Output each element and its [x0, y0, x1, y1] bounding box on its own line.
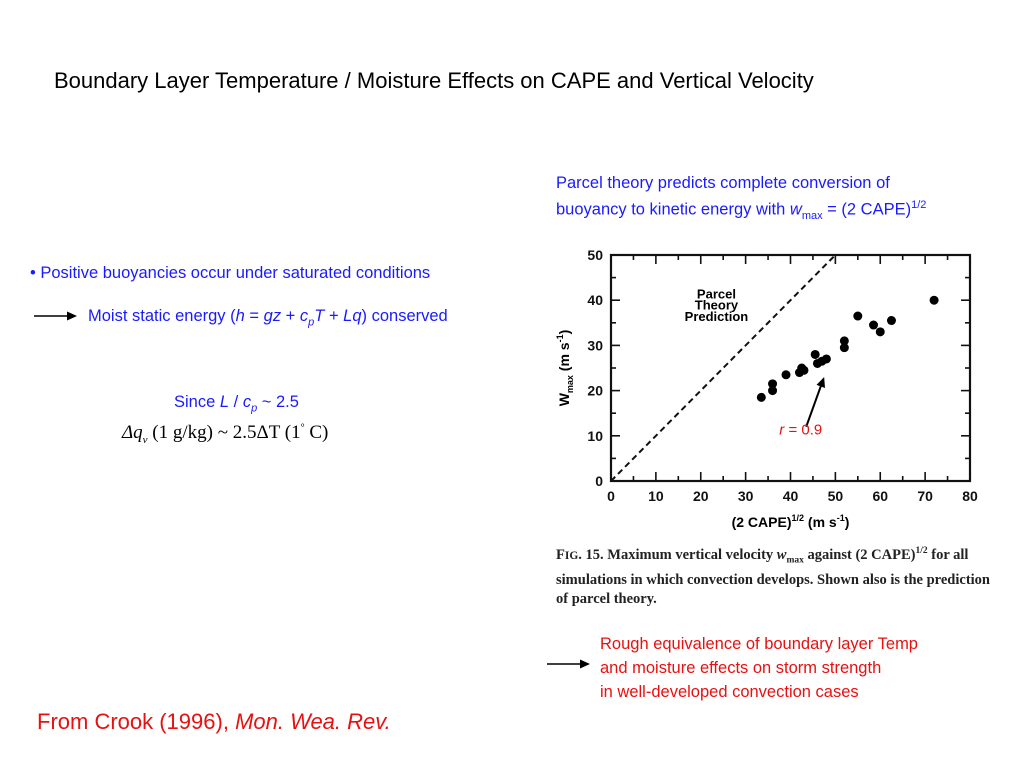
r-arrow-line [805, 380, 824, 428]
arrow-icon [34, 311, 77, 321]
bullet-positive-buoyancy: • Positive buoyancies occur under satura… [30, 264, 431, 282]
equivalence-formula: Δqv (1 g/kg) ~ 2.5ΔT (1° C) [122, 422, 328, 446]
plot-border [609, 253, 972, 483]
x-tick-label: 60 [872, 488, 888, 504]
y-tick-label: 0 [595, 473, 603, 489]
parcel-equation: = (2 CAPE) [822, 200, 912, 219]
y-tick-label: 20 [587, 383, 603, 399]
y-tick-label: 10 [587, 428, 603, 444]
y-tick-label: 30 [587, 337, 603, 353]
caption-w: w [776, 546, 787, 563]
data-point [756, 392, 766, 402]
w-symbol: w [789, 200, 802, 219]
rough-equivalence-note: Rough equivalence of boundary layer Temp… [600, 632, 918, 704]
mse-suffix: ) conserved [361, 307, 448, 325]
since-prefix: Since [174, 393, 220, 411]
formula-q-sub: v [142, 433, 148, 446]
mse-gz: gz [263, 307, 282, 325]
arrow-icon [547, 659, 590, 669]
since-c: c [242, 393, 252, 411]
x-tick-label: 40 [783, 488, 799, 504]
data-point [875, 327, 885, 337]
parcel-note-line1: Parcel theory predicts complete conversi… [556, 174, 890, 192]
since-slash: / [229, 393, 243, 411]
data-point [768, 386, 778, 396]
chart-ticks: 0 10 20 30 40 50 60 70 80 0 10 20 30 40 50 [587, 247, 978, 504]
y-axis-label: Wmax (m s-1) [555, 330, 575, 407]
parcel-note-line2: buoyancy to kinetic energy with wmax = (… [556, 194, 926, 227]
x-tick-label: 10 [648, 488, 664, 504]
formula-part2: C) [304, 422, 329, 443]
data-point [886, 316, 896, 326]
data-point [768, 379, 778, 389]
source-journal: Mon. Wea. Rev. [235, 709, 391, 734]
caption-fig-sc: IG [564, 549, 579, 562]
y-tick-label: 50 [587, 247, 603, 263]
mse-h: h [235, 307, 245, 325]
data-point [839, 336, 849, 346]
y-tick-label: 40 [587, 292, 603, 308]
x-tick-label: 20 [693, 488, 709, 504]
data-point [781, 370, 791, 380]
caption-text3: for all simulations in which convection … [556, 546, 990, 607]
mse-lq: Lq [343, 307, 362, 325]
x-tick-label: 30 [738, 488, 754, 504]
moist-static-energy: Moist static energy (h = gz + cpT + Lq) … [88, 307, 448, 328]
source-prefix: From Crook (1996), [37, 709, 236, 734]
formula-part1: (1 g/kg) ~ 2.5ΔT (1 [147, 422, 301, 443]
annotation-prediction: Prediction [685, 309, 749, 324]
x-tick-label: 0 [607, 488, 615, 504]
mse-plus2: + [324, 307, 344, 325]
rough-line2: and moisture effects on storm strength [600, 659, 882, 677]
w-subscript: max [801, 209, 823, 222]
mse-plus1: + [281, 307, 300, 325]
parcel-theory-note: Parcel theory predicts complete conversi… [556, 172, 926, 227]
data-point [929, 295, 939, 305]
since-l: L [219, 393, 230, 411]
since-ratio: Since L / cp ~ 2.5 [174, 393, 299, 414]
mse-c-sub: p [308, 316, 315, 329]
figure-caption: FIG. 15. Maximum vertical velocity wmax … [556, 542, 996, 609]
since-suffix: ~ 2.5 [257, 393, 299, 411]
caption-text1: . 15. Maximum vertical velocity [578, 546, 777, 563]
chart-frame [609, 253, 972, 483]
slide-title: Boundary Layer Temperature / Moisture Ef… [54, 68, 814, 93]
r-arrow-head [816, 377, 825, 388]
x-tick-label: 50 [828, 488, 844, 504]
mse-prefix: Moist static energy ( [88, 307, 236, 325]
mse-eq: = [244, 307, 264, 325]
formula-delta-q: Δq [122, 422, 143, 443]
rough-line1: Rough equivalence of boundary layer Temp [600, 635, 918, 653]
formula-degree: ° [300, 422, 305, 434]
scatter-chart: 0 10 20 30 40 50 60 70 80 0 10 20 30 40 50 Parcel Theo… [555, 247, 978, 530]
source-citation: From Crook (1996), Mon. Wea. Rev. [37, 709, 391, 735]
data-point [799, 365, 809, 375]
x-axis-label: (2 CAPE)1/2 (m s-1) [732, 513, 850, 530]
mse-c: c [299, 307, 309, 325]
caption-fig: F [556, 546, 565, 563]
caption-exp: 1/2 [915, 546, 928, 556]
caption-w-sub: max [786, 555, 804, 566]
rough-line3: in well-developed convection cases [600, 683, 859, 701]
data-point [810, 349, 820, 359]
data-point [821, 354, 831, 364]
x-tick-label: 80 [962, 488, 978, 504]
parcel-theory-line [610, 254, 837, 482]
annotation-parcel: Parcel [697, 286, 736, 301]
parcel-note-prefix: buoyancy to kinetic energy with [556, 200, 790, 219]
mse-t: T [314, 307, 325, 325]
data-point [839, 343, 849, 353]
data-point [853, 311, 863, 321]
annotation-theory: Theory [695, 298, 739, 313]
data-point [869, 320, 879, 330]
since-c-sub: p [251, 402, 258, 415]
parcel-exponent: 1/2 [911, 199, 927, 211]
r-value-label: r = 0.9 [779, 421, 822, 438]
caption-text2: against (2 CAPE) [803, 546, 916, 563]
x-tick-label: 70 [917, 488, 933, 504]
chart-points [756, 295, 939, 402]
